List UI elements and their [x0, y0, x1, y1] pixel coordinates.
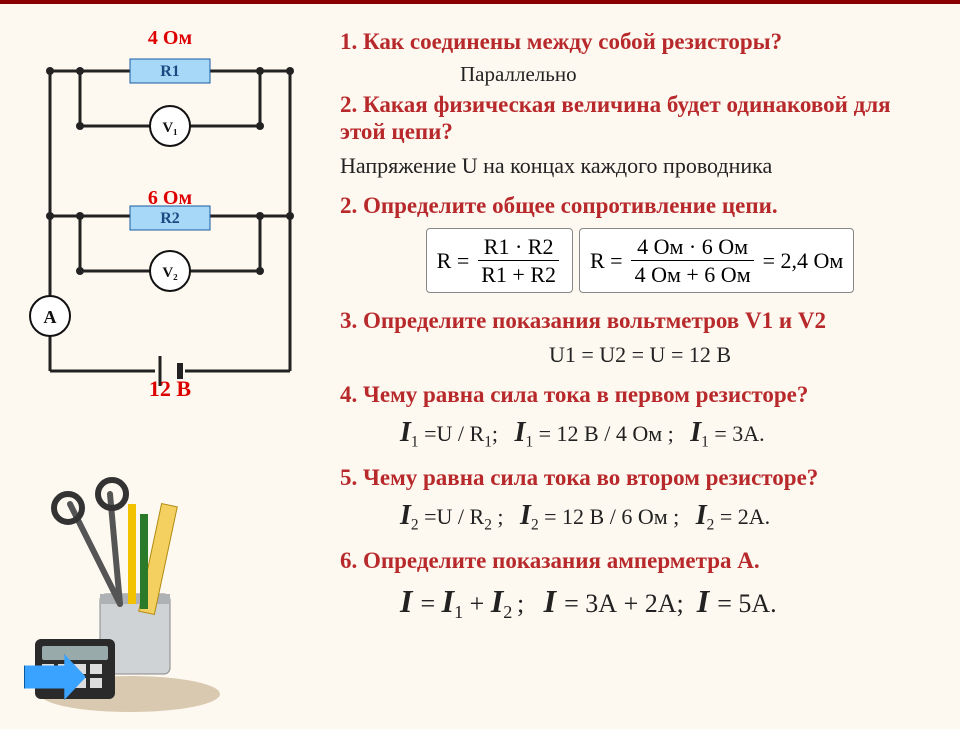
- r1-value: 4 Ом: [148, 27, 192, 49]
- question-1: 1. Как соединены между собой резисторы?: [340, 28, 940, 56]
- answer-5: I2 =U / R2 ; I2 = 12 В / 6 Ом ; I2 = 2А.: [400, 498, 940, 535]
- answer-6: I = I1 + I2 ; I = 3А + 2А; I = 5А.: [400, 581, 940, 625]
- answer-3: U1 = U2 = U = 12 В: [340, 341, 940, 370]
- answer-4: I1 =U / R1; I1 = 12 В / 4 Ом ; I1 = 3А.: [400, 415, 940, 452]
- question-2a: 2. Какая физическая величина будет одина…: [340, 91, 940, 146]
- resistance-formula: R = R1 · R2 R1 + R2 R = 4 Ом · 6 Ом 4 Ом…: [340, 228, 940, 293]
- answer-2a: Напряжение U на концах каждого проводник…: [340, 152, 940, 181]
- question-2b: 2. Определите общее сопротивление цепи.: [340, 192, 940, 220]
- circuit-diagram: 4 Ом R1 V₁ 6 Ом R2 V₂ A 12 В: [20, 16, 320, 396]
- question-4: 4. Чему равна сила тока в первом резисто…: [340, 381, 940, 409]
- question-6: 6. Определите показания амперметра А.: [340, 547, 940, 575]
- v2-label: V₂: [162, 265, 178, 281]
- answer-1: Параллельно: [460, 62, 940, 87]
- question-3: 3. Определите показания вольтметров V1 и…: [340, 307, 940, 335]
- question-5: 5. Чему равна сила тока во втором резист…: [340, 464, 940, 492]
- text-content: 1. Как соединены между собой резисторы? …: [340, 24, 940, 635]
- v1-label: V₁: [162, 120, 177, 136]
- r2-label: R2: [160, 210, 180, 227]
- r1-label: R1: [160, 63, 180, 80]
- ammeter-label: A: [44, 307, 57, 327]
- source-label: 12 В: [149, 376, 192, 396]
